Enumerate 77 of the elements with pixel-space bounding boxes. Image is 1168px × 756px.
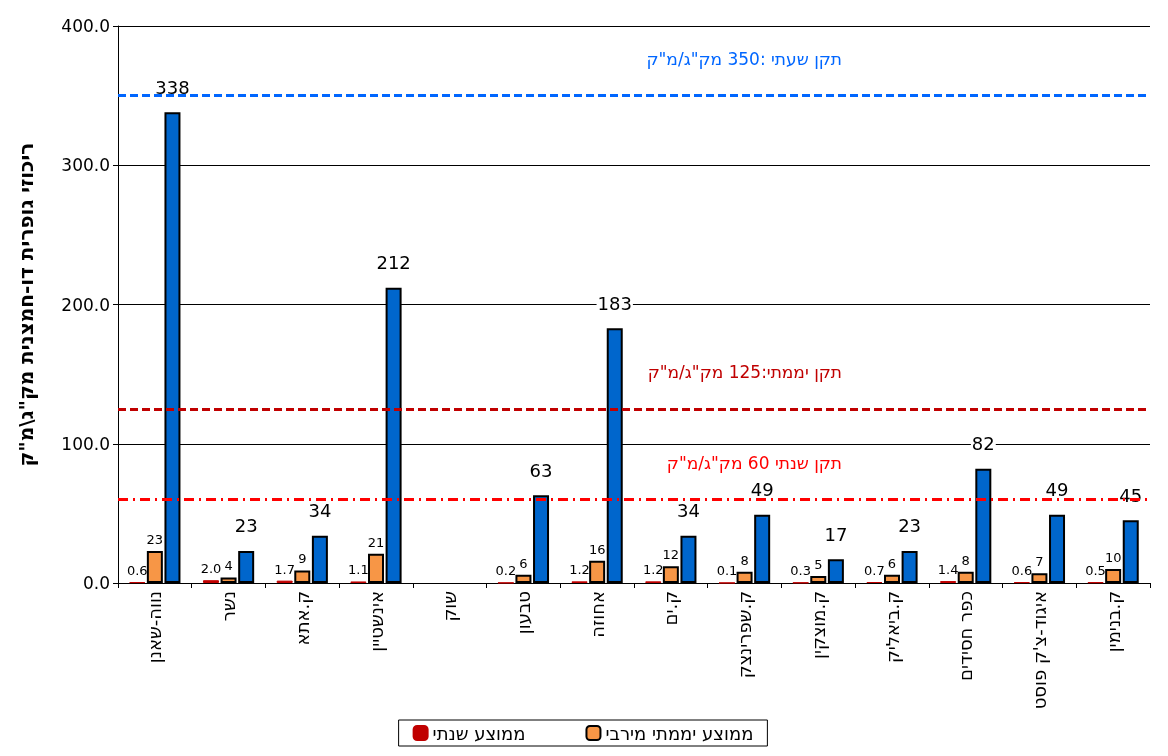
bar [533,495,550,583]
data-label: 49 [750,479,774,501]
data-label: 23 [234,515,258,537]
ref-line-label: תקן יממתי:125 מק"ג/מ"ק [647,362,842,383]
data-label: 0.1 [716,563,738,579]
data-label: 1.2 [642,562,664,578]
y-tick-label: 100.0 [61,433,110,454]
data-label: 17 [824,523,848,545]
data-label: 5 [814,557,823,573]
bar [1049,514,1066,583]
x-tick-label: ק.אתא [291,591,313,646]
data-label: 6 [519,555,528,571]
bar [884,574,900,583]
data-label: 16 [588,541,606,557]
x-tick-label: כפר חסידים [955,591,977,681]
x-tick-label: ק.בנימין [1102,591,1124,653]
data-label: 0.6 [1011,563,1033,579]
x-tick-label: איגוד-צ'ק פוסט [1028,591,1050,710]
data-label: 8 [961,552,970,568]
data-label: 21 [367,534,385,550]
bar [311,535,328,583]
y-axis-title: ריכוזי גופרית דו-חמצנית מק"ג\מ"ק [14,142,38,467]
data-label: 9 [298,551,307,567]
data-label: 10 [1104,550,1122,566]
bar [827,559,844,583]
x-tick-label: ק.מוצקין [807,591,829,660]
data-label: 1.2 [569,562,590,578]
data-label: 1.7 [274,561,296,577]
data-label: 12 [662,547,680,563]
data-label: 4 [224,558,233,574]
data-label: 0.3 [790,563,812,579]
x-tick-label: אינשטיין [365,591,387,652]
legend-label: ממוצע שנתי [432,722,526,744]
bar [1122,520,1139,583]
x-tick-label: אחוזה [586,591,608,638]
x-tick-label: טבעון [512,591,534,635]
data-label: 183 [597,292,632,314]
y-tick-label: 0.0 [82,573,110,593]
data-label: 1.4 [937,562,959,578]
x-tick-label: נווה-שאנן [144,591,166,664]
x-tick-label: ק.ביאליק [881,591,903,663]
bar [1105,569,1122,583]
bar [810,576,827,583]
data-label: 0.5 [1085,563,1106,579]
data-label: 0.7 [864,563,885,579]
bar [515,574,532,583]
data-label: 63 [529,459,553,481]
data-label: 1.1 [348,562,369,578]
data-label: 6 [887,555,897,571]
data-label: 23 [146,531,164,547]
data-label: 2.0 [200,561,222,577]
data-label: 0.6 [126,563,148,579]
y-tick-label: 400.0 [61,16,110,36]
bar [1031,573,1048,583]
data-label: 49 [1045,479,1069,501]
ref-line-label: תקן שנתי 60 מק"ג/מ"ק [666,452,842,473]
ref-line-label: תקן שעתי :350 מק"ג/מ"ק [646,49,842,70]
data-label: 34 [308,500,332,522]
bar [294,570,311,583]
bar [901,550,918,583]
x-tick-label: נשר [218,591,240,622]
data-label: 7 [1035,554,1044,570]
data-label: 212 [376,252,411,274]
data-label: 0.2 [495,563,517,579]
legend-label: ממוצע יממתי מירבי [605,722,754,744]
x-tick-label: שוק [439,591,461,622]
data-label: 82 [971,433,995,455]
data-label: 8 [740,552,749,568]
bar [368,553,384,583]
data-label: 338 [155,76,190,98]
data-label: 23 [898,515,922,537]
y-tick-label: 200.0 [61,294,110,315]
x-tick-label: ק.ים [660,591,682,626]
bar [589,560,606,583]
data-label: 34 [677,500,700,522]
y-tick-label: 300.0 [61,155,110,176]
x-tick-label: ק.שפרינצק [734,591,756,679]
